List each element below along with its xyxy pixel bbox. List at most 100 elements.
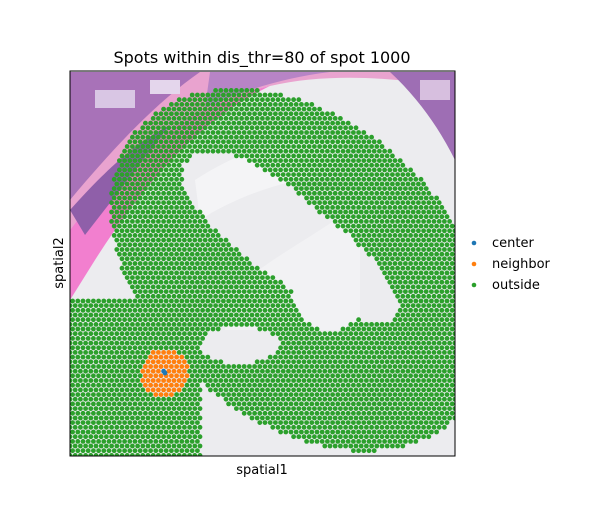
- spot-outside: [174, 448, 180, 454]
- spot-outside: [291, 406, 296, 411]
- spot-outside: [179, 298, 185, 304]
- spot-outside: [93, 303, 99, 308]
- spot-outside: [234, 303, 239, 308]
- spot-outside: [228, 88, 234, 93]
- spot-outside: [226, 139, 232, 145]
- spot-outside: [169, 186, 174, 192]
- spot-outside: [176, 331, 182, 337]
- spot-outside: [384, 322, 390, 327]
- spot-outside: [205, 92, 211, 98]
- spot-outside: [254, 275, 260, 280]
- spot-outside: [260, 322, 265, 327]
- spot-outside: [140, 162, 146, 168]
- spot-outside: [218, 284, 224, 290]
- spot-outside: [104, 322, 109, 327]
- spot-outside: [80, 345, 86, 351]
- spot-outside: [244, 275, 250, 280]
- spot-outside: [384, 387, 390, 393]
- spot-outside: [283, 167, 289, 173]
- spot-outside: [140, 181, 146, 187]
- spot-outside: [309, 410, 315, 416]
- spot-outside: [153, 326, 159, 332]
- spot-outside: [400, 378, 406, 383]
- spot-outside: [106, 298, 112, 304]
- spot-outside: [296, 181, 302, 187]
- spot-outside: [377, 401, 382, 407]
- spot-outside: [296, 378, 302, 383]
- spot-outside: [447, 406, 452, 411]
- spot-outside: [304, 167, 309, 173]
- spot-outside: [400, 331, 406, 337]
- spot-outside: [260, 134, 265, 140]
- spot-outside: [83, 424, 88, 430]
- spot-outside: [189, 410, 195, 416]
- spot-outside: [299, 364, 304, 369]
- spot-outside: [351, 392, 356, 397]
- spot-outside: [322, 378, 328, 383]
- spot-outside: [158, 448, 164, 454]
- spot-outside: [85, 307, 91, 313]
- spot-outside: [192, 331, 198, 337]
- spot-outside: [379, 359, 385, 365]
- spot-outside: [140, 350, 146, 355]
- spot-outside: [106, 401, 112, 407]
- spot-outside: [192, 209, 198, 215]
- spot-neighbor: [156, 350, 161, 355]
- spot-outside: [156, 265, 161, 271]
- spot-outside: [442, 359, 447, 365]
- spot-outside: [267, 307, 273, 313]
- spot-outside: [447, 387, 452, 393]
- spot-outside: [369, 172, 374, 178]
- spot-outside: [413, 382, 419, 388]
- spot-outside: [340, 120, 346, 126]
- spot-outside: [130, 340, 135, 346]
- spot-outside: [265, 378, 270, 383]
- spot-outside: [387, 176, 393, 182]
- spot-outside: [70, 336, 75, 341]
- spot-outside: [114, 350, 120, 355]
- spot-outside: [124, 190, 130, 196]
- spot-outside: [403, 289, 408, 294]
- spot-outside: [431, 424, 437, 430]
- spot-outside: [114, 181, 120, 187]
- spot-outside: [98, 322, 104, 327]
- spot-outside: [72, 359, 78, 365]
- spot-outside: [260, 415, 265, 421]
- spot-outside: [150, 116, 156, 121]
- spot-outside: [98, 331, 104, 337]
- spot-outside: [130, 228, 135, 234]
- spot-outside: [197, 209, 203, 215]
- spot-outside: [127, 176, 133, 182]
- spot-outside: [361, 345, 367, 351]
- spot-outside: [325, 111, 330, 117]
- spot-outside: [431, 293, 437, 299]
- spot-outside: [179, 120, 185, 126]
- spot-outside: [75, 298, 81, 304]
- spot-outside: [390, 275, 395, 280]
- spot-outside: [187, 434, 193, 440]
- spot-outside: [163, 167, 169, 173]
- spot-outside: [382, 148, 387, 154]
- spot-outside: [338, 200, 343, 206]
- spot-outside: [317, 359, 322, 365]
- spot-outside: [182, 443, 187, 449]
- spot-outside: [356, 420, 361, 425]
- spot-outside: [392, 373, 398, 379]
- spot-outside: [117, 214, 122, 220]
- spot-outside: [358, 396, 364, 402]
- spot-outside: [449, 382, 455, 388]
- spot-outside: [252, 270, 257, 276]
- spot-outside: [234, 396, 239, 402]
- spot-outside: [442, 415, 447, 421]
- spot-outside: [179, 270, 185, 276]
- spot-outside: [197, 106, 203, 112]
- spot-outside: [197, 134, 203, 140]
- spot-outside: [338, 219, 343, 224]
- spot-neighbor: [161, 378, 167, 383]
- spot-outside: [327, 340, 333, 346]
- spot-outside: [343, 443, 348, 449]
- spot-outside: [317, 106, 322, 112]
- spot-outside: [156, 415, 161, 421]
- spot-outside: [187, 134, 193, 140]
- spot-outside: [322, 359, 328, 365]
